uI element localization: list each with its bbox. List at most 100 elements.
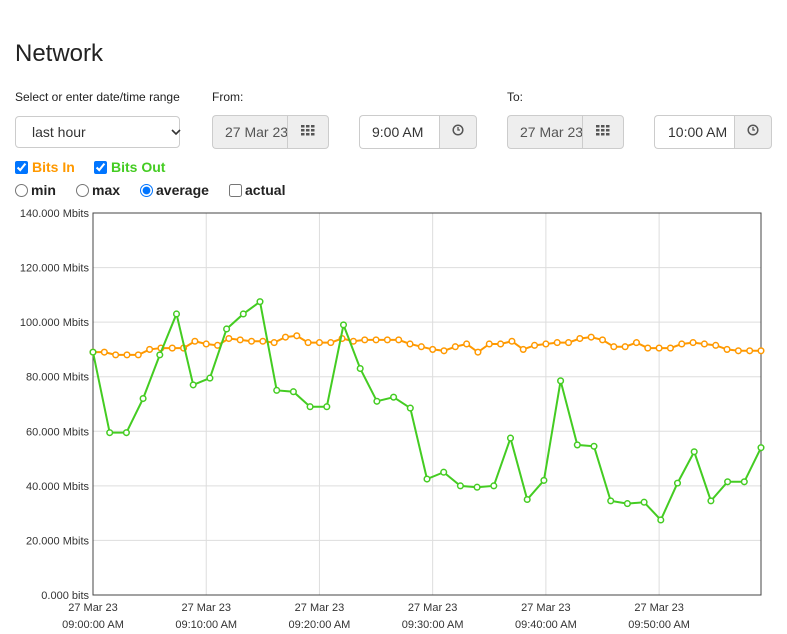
bits-out-point <box>673 479 682 487</box>
bits-in-toggle[interactable]: Bits In <box>15 159 75 175</box>
bits-out-point <box>356 364 364 373</box>
y-tick-label: 120.000 Mbits <box>20 263 90 275</box>
x-tick-date-label: 27 Mar 23 <box>181 602 231 614</box>
bits-in-point <box>383 336 391 344</box>
bits-out-point <box>623 500 631 508</box>
from-calendar-button[interactable] <box>287 115 329 149</box>
bits-in-point <box>587 333 595 341</box>
bits-in-point <box>576 334 584 343</box>
bits-in-point <box>134 351 142 359</box>
y-tick-label: 20.000 Mbits <box>26 535 89 547</box>
bits-in-point <box>123 351 131 359</box>
actual-label: actual <box>245 182 286 198</box>
x-tick-date-label: 27 Mar 23 <box>295 602 345 614</box>
min-label: min <box>31 182 56 198</box>
bits-in-point <box>202 340 210 348</box>
from-time-button[interactable] <box>439 115 477 149</box>
bits-in-point <box>678 340 686 348</box>
bits-out-point <box>423 475 431 483</box>
average-radio[interactable] <box>140 183 153 197</box>
bits-out-point <box>473 483 481 491</box>
bits-in-point <box>508 337 516 345</box>
range-select[interactable]: last hour <box>15 116 181 148</box>
y-tick-label: 40.000 Mbits <box>26 481 89 493</box>
bits-in-point <box>519 345 527 353</box>
bits-in-point <box>723 345 731 353</box>
chart-series <box>89 298 765 524</box>
bits-out-point <box>657 516 665 524</box>
bits-in-point <box>712 341 720 349</box>
bits-in-point <box>429 345 437 353</box>
bits-out-point <box>506 434 515 442</box>
bits-in-point <box>463 340 471 348</box>
bits-out-point <box>757 444 765 452</box>
average-option[interactable]: average <box>140 182 209 198</box>
bits-out-point <box>740 478 748 486</box>
bits-in-point <box>304 339 312 347</box>
to-date-input[interactable]: 27 Mar 23 <box>507 115 585 149</box>
bits-in-point <box>236 336 244 344</box>
bits-in-point <box>327 339 335 347</box>
bits-in-point <box>655 344 663 352</box>
bits-out-point <box>456 482 464 490</box>
y-axis-ticks: 0.000 bits 20.000 Mbits 40.000 Mbits 60.000… <box>20 208 90 602</box>
bits-in-point <box>146 345 154 353</box>
bits-in-point <box>564 339 573 347</box>
y-tick-label: 0.000 bits <box>41 590 89 602</box>
max-label: max <box>92 182 121 198</box>
bits-in-point <box>100 348 108 356</box>
bits-out-point <box>373 397 381 405</box>
bits-out-point <box>573 441 581 449</box>
actual-option[interactable]: actual <box>229 182 285 198</box>
x-tick-time-label: 09:00:00 AM <box>62 619 124 631</box>
to-calendar-button[interactable] <box>582 115 624 149</box>
bits-in-point <box>395 336 403 344</box>
bits-in-point <box>281 333 290 341</box>
bits-in-point <box>553 339 561 347</box>
max-option[interactable]: max <box>76 182 120 198</box>
bits-in-point <box>531 341 539 349</box>
x-tick-time-label: 09:20:00 AM <box>289 619 351 631</box>
bits-out-point <box>607 497 615 505</box>
bits-in-point <box>689 339 697 347</box>
bits-out-point <box>289 388 297 396</box>
to-time-input[interactable]: 10:00 AM <box>654 115 735 149</box>
bits-in-point <box>644 344 652 352</box>
bits-in-point <box>247 337 256 345</box>
min-option[interactable]: min <box>15 182 56 198</box>
bits-out-point <box>557 377 565 385</box>
actual-checkbox[interactable] <box>229 183 242 197</box>
x-tick-date-label: 27 Mar 23 <box>634 602 684 614</box>
bits-out-toggle[interactable]: Bits Out <box>94 159 165 175</box>
from-time-input[interactable]: 9:00 AM <box>359 115 440 149</box>
x-axis-ticks: 27 Mar 23 09:00:00 AM 27 Mar 23 09:10:00 AM… <box>62 602 690 631</box>
bits-in-point <box>542 340 550 348</box>
min-radio[interactable] <box>15 183 28 197</box>
x-tick-time-label: 09:30:00 AM <box>402 619 464 631</box>
bits-out-point <box>189 381 197 389</box>
bits-in-point <box>610 343 618 351</box>
bits-in-point <box>406 340 414 348</box>
calendar-icon <box>596 123 610 141</box>
bits-in-point <box>270 339 278 347</box>
bits-in-point <box>259 337 267 345</box>
from-date-input[interactable]: 27 Mar 23 <box>212 115 290 149</box>
bits-out-point <box>690 448 698 456</box>
bits-out-point <box>256 298 264 306</box>
to-time-button[interactable] <box>734 115 772 149</box>
bits-out-point <box>206 374 214 382</box>
bits-out-point <box>440 468 448 476</box>
bits-out-point <box>339 321 348 329</box>
bits-out-point <box>707 497 715 505</box>
max-radio[interactable] <box>76 183 89 197</box>
bits-in-point <box>112 351 120 359</box>
bits-out-point <box>156 351 164 359</box>
bits-out-point <box>172 310 181 318</box>
bits-in-point <box>440 347 448 355</box>
bits-out-checkbox[interactable] <box>94 160 107 174</box>
bits-in-checkbox[interactable] <box>15 160 28 174</box>
bits-out-point <box>523 495 531 504</box>
plot-frame <box>92 212 762 596</box>
bits-in-point <box>497 340 505 348</box>
bits-in-point <box>225 334 233 343</box>
